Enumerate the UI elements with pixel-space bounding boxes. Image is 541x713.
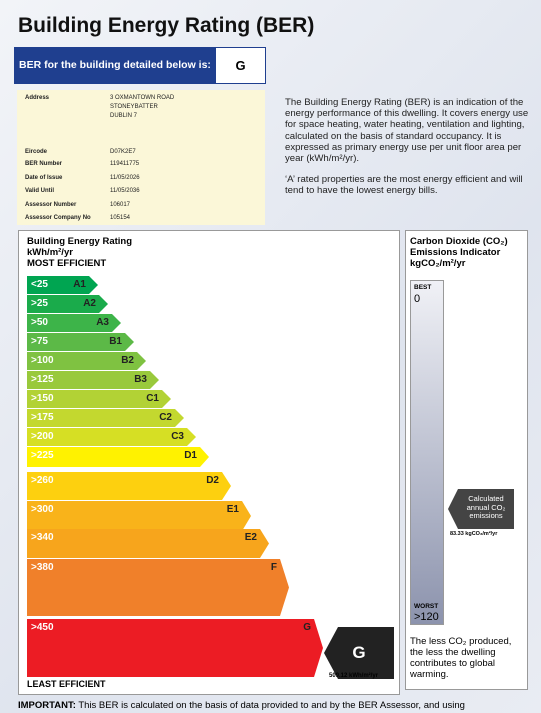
band-rating: F (270, 562, 277, 573)
detail-value: 11/05/2036 (110, 188, 140, 194)
worst-label: WORST (414, 603, 439, 610)
address-line: DUBLIN 7 (110, 113, 138, 119)
details-box: Address 3 OXMANTOWN ROAD STONEYBATTER DUBLI… (17, 90, 265, 225)
energy-scale: Building Energy Rating kWh/m²/yr MOST EF… (18, 230, 400, 695)
detail-label: Date of Issue (25, 175, 63, 181)
co2-indicator: Carbon Dioxide (CO₂) Emissions Indicator… (405, 230, 528, 690)
energy-band: >380 F (27, 559, 289, 616)
band-rating: G (303, 622, 311, 633)
top-label: MOST EFFICIENT (27, 258, 107, 269)
ber-banner: BER for the building detailed below is: … (14, 47, 266, 84)
co2-unit: kgCO₂/m²/yr (410, 258, 466, 269)
energy-band: >175 C2 (27, 409, 184, 427)
band-threshold: >200 (31, 431, 54, 442)
band-threshold: >150 (31, 393, 54, 404)
band-rating: A3 (96, 317, 109, 328)
energy-band: >150 C1 (27, 390, 171, 408)
paragraph: The Building Energy Rating (BER) is an i… (285, 97, 529, 165)
energy-band: >50 A3 (27, 314, 121, 332)
band-threshold: >175 (31, 412, 54, 423)
co2-note: The less CO₂ produced, the less the dwel… (410, 636, 512, 680)
band-rating: D1 (184, 450, 197, 461)
co2-pointer: Calculated annual CO₂ emissions (448, 489, 514, 529)
page-title: Building Energy Rating (BER) (18, 14, 315, 37)
detail-value: 105154 (110, 215, 131, 221)
banner-rating: G (216, 48, 265, 83)
band-rating: B2 (121, 355, 134, 366)
band-rating: E1 (226, 504, 239, 515)
energy-band: >100 B2 (27, 352, 146, 370)
worst-value: >120 (414, 611, 439, 623)
result-value: 509.12 kWh/m²/yr (329, 673, 379, 679)
energy-band: >300 E1 (27, 501, 251, 531)
band-rating: B1 (109, 336, 122, 347)
detail-label: BER Number (25, 161, 63, 167)
banner-label: BER for the building detailed below is: (19, 59, 211, 71)
detail-label: Eircode (25, 149, 48, 155)
energy-band: >340 E2 (27, 529, 269, 558)
detail-value: D07K2E7 (110, 149, 136, 155)
address-line: STONEYBATTER (110, 104, 158, 110)
footer: IMPORTANT: This BER is calculated on the… (18, 700, 465, 711)
band-threshold: >260 (31, 475, 54, 486)
band-rating: A1 (73, 279, 86, 290)
band-rating: D2 (206, 475, 219, 486)
energy-band: >200 C3 (27, 428, 196, 446)
rating-pointer: G (324, 627, 394, 679)
detail-label: Address (25, 95, 50, 101)
band-rating: C1 (146, 393, 159, 404)
band-rating: C3 (171, 431, 184, 442)
energy-band: <25 A1 (27, 276, 98, 294)
address-line: 3 OXMANTOWN ROAD (110, 95, 175, 101)
energy-band: >125 B3 (27, 371, 159, 389)
band-threshold: >225 (31, 450, 54, 461)
band-rating: B3 (134, 374, 147, 385)
description: The Building Energy Rating (BER) is an i… (285, 97, 531, 207)
paragraph: ‘A’ rated properties are the most energy… (285, 174, 523, 197)
co2-bar: BEST 0 WORST >120 (410, 280, 444, 625)
band-rating: C2 (159, 412, 172, 423)
scale-heading: Building Energy Rating kWh/m²/yr MOST EF… (27, 236, 132, 269)
energy-band: >450 G (27, 619, 323, 677)
detail-value: 106017 (110, 202, 131, 208)
detail-label: Valid Until (25, 188, 55, 194)
scale-unit: kWh/m²/yr (27, 247, 73, 258)
co2-title: Carbon Dioxide (CO₂) Emissions Indicator (410, 236, 508, 258)
band-threshold: >75 (31, 336, 48, 347)
bottom-label: LEAST EFFICIENT (27, 679, 106, 689)
energy-band: >25 A2 (27, 295, 108, 313)
best-label: BEST (414, 284, 432, 291)
band-threshold: >450 (31, 622, 54, 633)
band-threshold: <25 (31, 279, 48, 290)
band-threshold: >100 (31, 355, 54, 366)
detail-value: 119411775 (110, 161, 140, 167)
energy-band: >75 B1 (27, 333, 134, 351)
band-threshold: >125 (31, 374, 54, 385)
band-rating: E2 (244, 532, 257, 543)
band-threshold: >340 (31, 532, 54, 543)
energy-band: >260 D2 (27, 472, 231, 500)
scale-title: Building Energy Rating (27, 236, 133, 247)
band-threshold: >25 (31, 298, 48, 309)
detail-label: Assessor Number (25, 202, 77, 208)
footer-important: IMPORTANT: (18, 700, 76, 711)
band-threshold: >50 (31, 317, 48, 328)
footer-text: This BER is calculated on the basis of d… (78, 700, 465, 711)
detail-label: Assessor Company No (25, 215, 91, 221)
band-threshold: >300 (31, 504, 54, 515)
best-value: 0 (414, 293, 421, 305)
band-threshold: >380 (31, 562, 54, 573)
co2-heading: Carbon Dioxide (CO₂) Emissions Indicator… (410, 236, 522, 269)
detail-value: 11/05/2026 (110, 175, 140, 181)
band-rating: A2 (83, 298, 96, 309)
energy-band: >225 D1 (27, 447, 209, 467)
co2-result: 83.33 kgCO₂/m²/yr (450, 531, 498, 537)
